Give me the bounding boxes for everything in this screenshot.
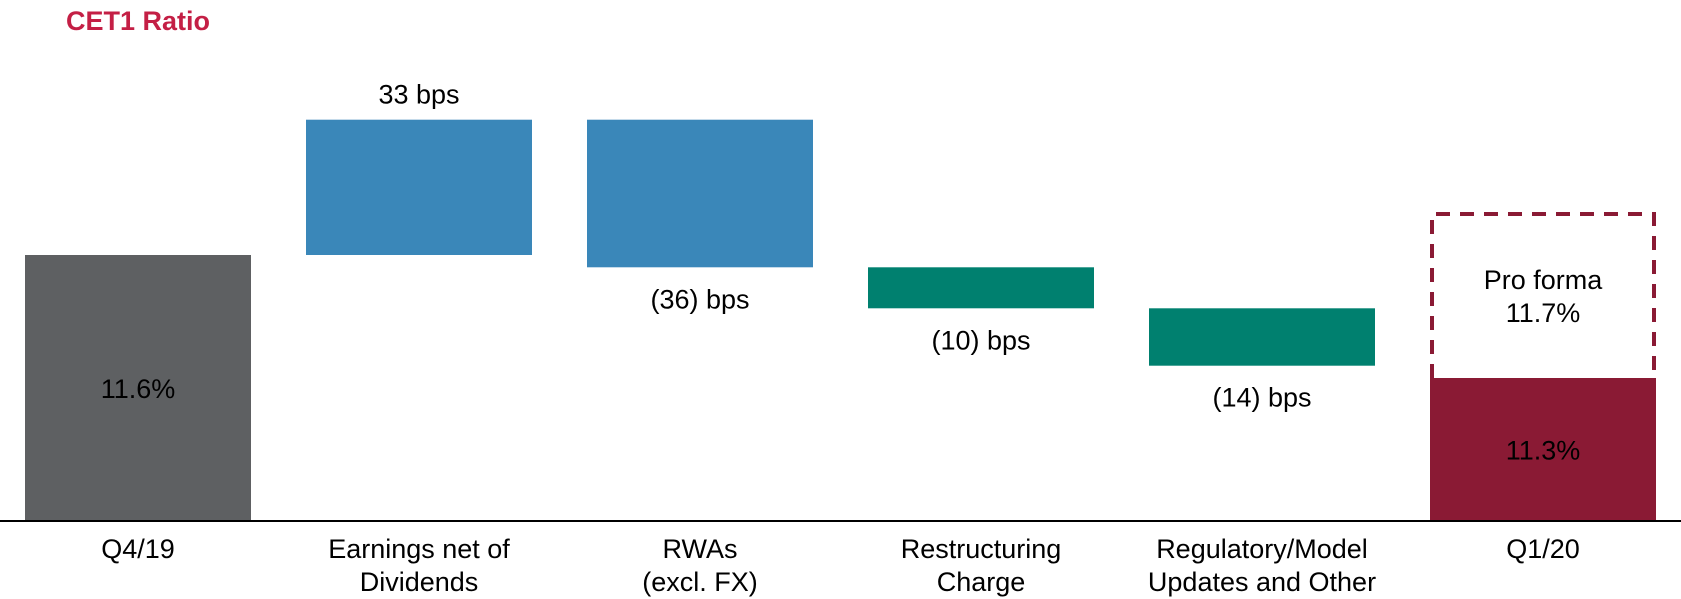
end-bar bbox=[1430, 378, 1656, 521]
category-label: Q4/19 bbox=[101, 534, 175, 564]
start-bar bbox=[25, 255, 251, 521]
category-label: Q1/20 bbox=[1506, 534, 1580, 564]
step-bar-value-label: (10) bps bbox=[931, 325, 1030, 355]
step-bar bbox=[587, 119, 813, 268]
category-label: Regulatory/Model Updates and Other bbox=[1148, 534, 1376, 597]
chart-title: CET1 Ratio bbox=[66, 6, 211, 36]
end-bar-value-label: 11.3% bbox=[1506, 436, 1581, 466]
category-label: Earnings net of Dividends bbox=[328, 534, 510, 597]
category-label: Restructuring Charge bbox=[901, 534, 1062, 597]
step-bar bbox=[306, 119, 532, 255]
step-bar-value-label: 33 bps bbox=[378, 80, 459, 110]
step-bar bbox=[868, 267, 1094, 309]
pro-forma-label: Pro forma 11.7% bbox=[1484, 265, 1604, 328]
step-bar-value-label: (14) bps bbox=[1212, 383, 1311, 413]
start-bar-value-label: 11.6% bbox=[101, 374, 176, 404]
pro-forma-outline bbox=[1430, 212, 1656, 378]
step-bar-value-label: (36) bps bbox=[650, 284, 749, 314]
category-label: RWAs (excl. FX) bbox=[642, 534, 758, 597]
step-bar bbox=[1149, 308, 1375, 366]
